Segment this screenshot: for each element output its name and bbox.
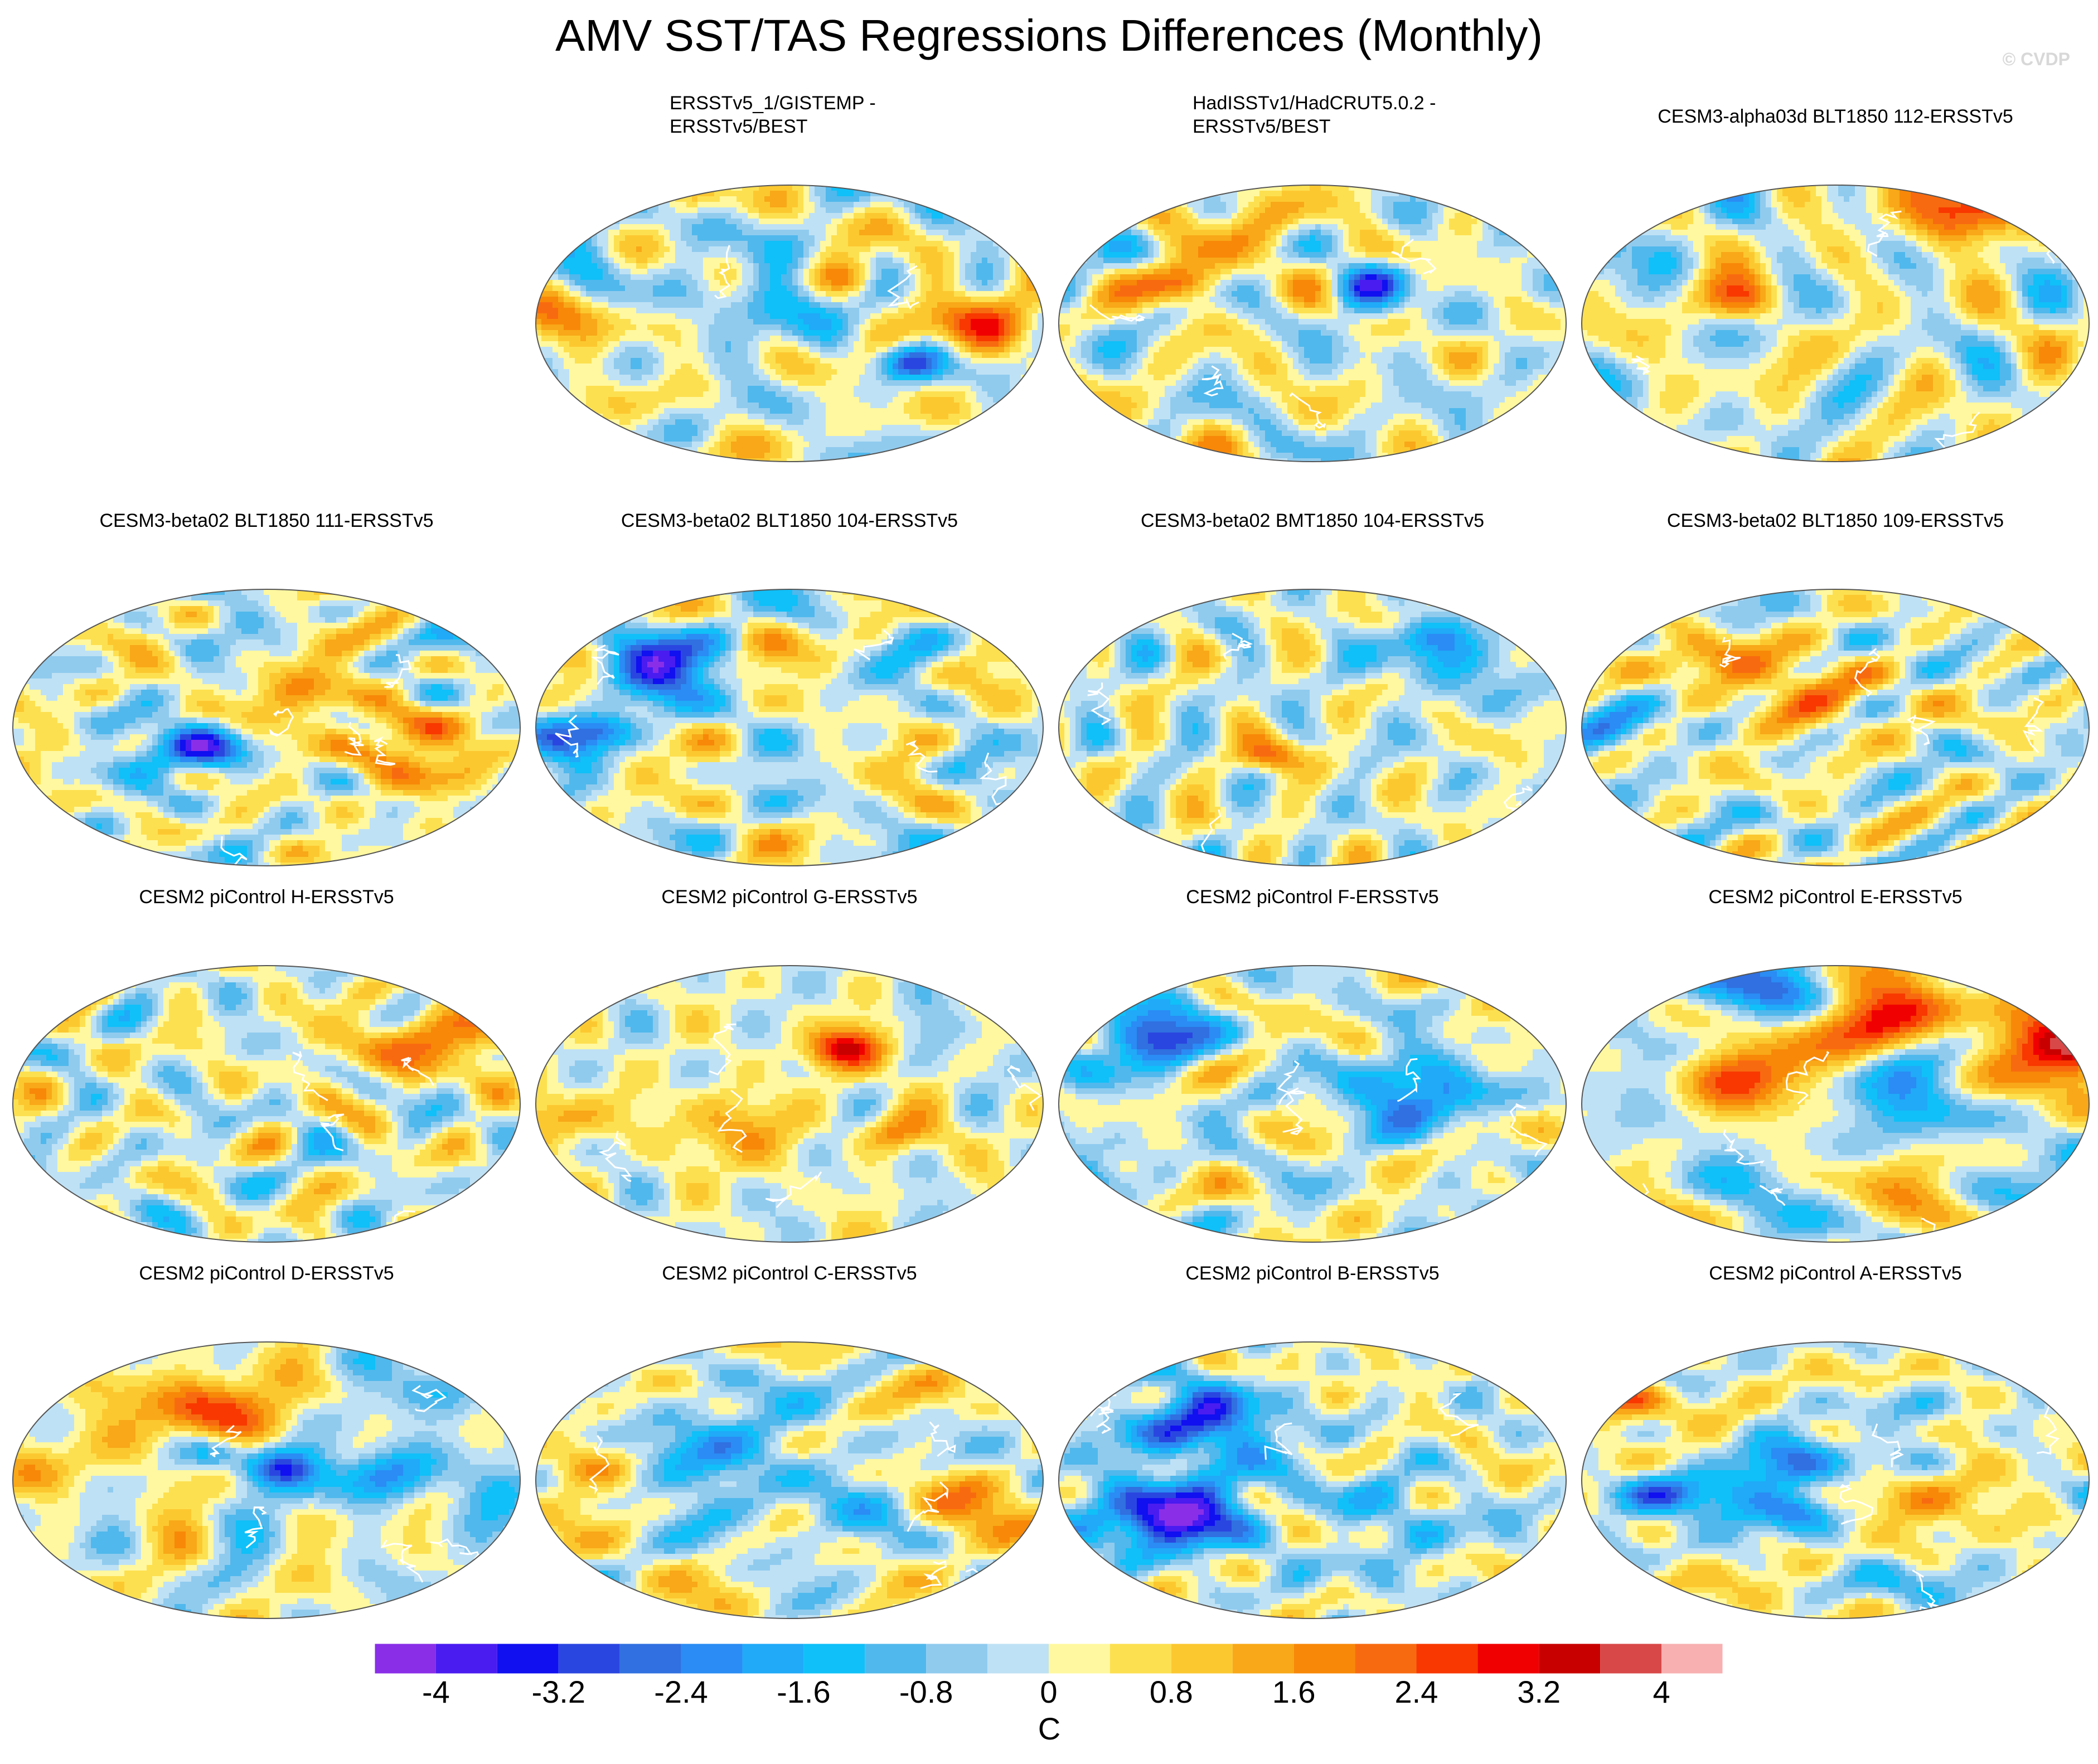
colorbar-tick-label: 0 bbox=[1040, 1674, 1057, 1710]
colorbar-swatch bbox=[1171, 1644, 1233, 1674]
colorbar-tick-label: -1.6 bbox=[777, 1674, 831, 1710]
colorbar-tick-label: -0.8 bbox=[899, 1674, 953, 1710]
colorbar-swatch bbox=[1233, 1644, 1294, 1674]
colorbar-tick-label: 0.8 bbox=[1150, 1674, 1193, 1710]
colorbar-tick-label: 1.6 bbox=[1272, 1674, 1316, 1710]
colorbar-swatch bbox=[1477, 1644, 1539, 1674]
colorbar-swatch bbox=[1110, 1644, 1171, 1674]
colorbar-swatch bbox=[681, 1644, 743, 1674]
colorbar-swatch bbox=[559, 1644, 620, 1674]
colorbar-swatch bbox=[742, 1644, 803, 1674]
colorbar-swatch bbox=[1355, 1644, 1417, 1674]
colorbar-swatch bbox=[620, 1644, 681, 1674]
colorbar-swatch bbox=[803, 1644, 865, 1674]
colorbar-swatch bbox=[1539, 1644, 1600, 1674]
colorbar-tick-label: -3.2 bbox=[531, 1674, 585, 1710]
colorbar-tick-label: 2.4 bbox=[1395, 1674, 1438, 1710]
colorbar-units: C bbox=[1038, 1710, 1060, 1747]
colorbar-swatch bbox=[1600, 1644, 1661, 1674]
colorbar-swatch bbox=[1294, 1644, 1355, 1674]
colorbar-swatch bbox=[1049, 1644, 1110, 1674]
colorbar-swatch bbox=[497, 1644, 559, 1674]
colorbar-swatch bbox=[987, 1644, 1049, 1674]
colorbar-tick-label: 3.2 bbox=[1517, 1674, 1561, 1710]
colorbar-swatch bbox=[375, 1644, 436, 1674]
colorbar-tick-label: -4 bbox=[422, 1674, 450, 1710]
colorbar-tick-label: 4 bbox=[1653, 1674, 1670, 1710]
colorbar-swatch bbox=[1661, 1644, 1723, 1674]
colorbar-swatch bbox=[1416, 1644, 1477, 1674]
colorbar-swatch bbox=[865, 1644, 926, 1674]
colorbar-swatch bbox=[436, 1644, 497, 1674]
colorbar-swatch bbox=[926, 1644, 987, 1674]
colorbar-tick-label: -2.4 bbox=[654, 1674, 708, 1710]
